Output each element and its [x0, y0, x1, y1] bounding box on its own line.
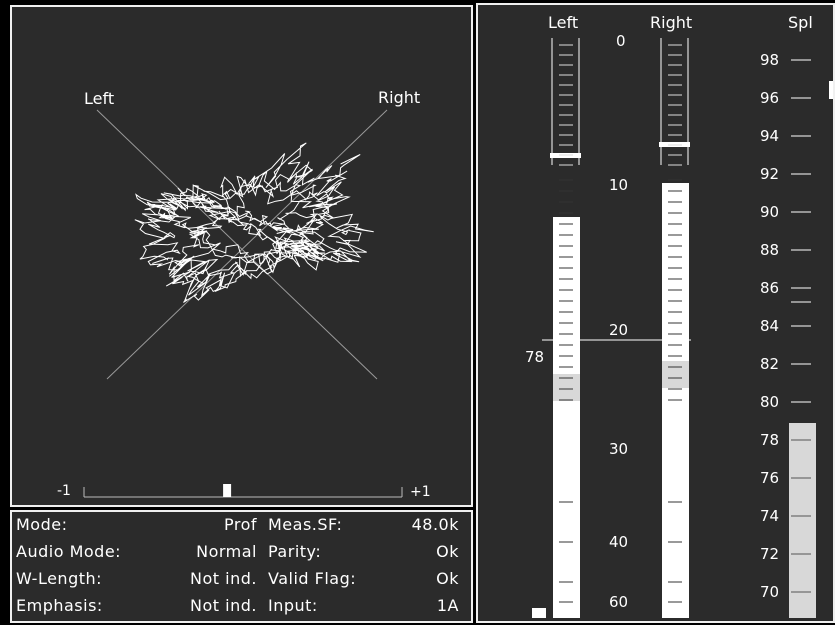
parity-label: Parity:	[268, 542, 322, 561]
balance-marker	[223, 484, 232, 497]
lissajous-trace	[134, 142, 374, 303]
right-meter-title: Right	[650, 13, 692, 32]
db-scale: 0 10 20 30 40 60	[609, 32, 628, 611]
status-row-word-length: W-Length: Not ind. Valid Flag: Ok	[12, 569, 471, 594]
spl-scale-label: 86	[760, 279, 779, 297]
spl-scale-label: 80	[760, 393, 779, 411]
left-axis-label: Left	[84, 89, 114, 108]
valid-flag-label: Valid Flag:	[268, 569, 357, 588]
spl-peak-marker	[829, 81, 835, 99]
spl-scale-label: 88	[760, 241, 779, 259]
spl-level-bar	[789, 423, 816, 618]
emphasis-label: Emphasis:	[16, 596, 103, 615]
left-meter	[532, 38, 581, 618]
db-scale-label: 60	[609, 593, 628, 611]
input-value: 1A	[436, 596, 459, 615]
spl-scale-label: 84	[760, 317, 779, 335]
left-meter-title: Left	[548, 13, 578, 32]
db-scale-label: 20	[609, 321, 628, 339]
spl-scale-label: 94	[760, 127, 779, 145]
spl-scale-label: 74	[760, 507, 779, 525]
spl-scale-label: 96	[760, 89, 779, 107]
goniometer-panel: Left Right -1 +1	[10, 5, 473, 507]
input-label: Input:	[268, 596, 318, 615]
status-panel: Mode: Prof Meas.SF: 48.0k Audio Mode: No…	[10, 510, 473, 623]
db-scale-label: 40	[609, 533, 628, 551]
valid-flag-value: Ok	[436, 569, 459, 588]
spl-scale-label: 70	[760, 583, 779, 601]
right-axis-label: Right	[378, 88, 420, 107]
spl-scale-label: 72	[760, 545, 779, 563]
spl-scale-label: 76	[760, 469, 779, 487]
left-level-bar	[553, 217, 580, 618]
left-overload-indicator	[532, 608, 546, 618]
right-meter	[659, 38, 690, 618]
mode-label: Mode:	[16, 515, 68, 534]
db-scale-label: 30	[609, 440, 628, 458]
spl-meter-title: Spl	[788, 13, 813, 32]
parity-value: Ok	[436, 542, 459, 561]
word-length-value: Not ind.	[190, 569, 257, 588]
spl-scale-label: 98	[760, 51, 779, 69]
scale-max-label: +1	[410, 484, 431, 500]
spl-scale-label: 90	[760, 203, 779, 221]
spl-scale-label: 78	[760, 431, 779, 449]
audio-mode-value: Normal	[196, 542, 257, 561]
word-length-label: W-Length:	[16, 569, 103, 588]
meas-sf-label: Meas.SF:	[268, 515, 343, 534]
db-scale-label: 0	[616, 32, 626, 50]
scale-min-label: -1	[57, 483, 71, 499]
status-row-emphasis: Emphasis: Not ind. Input: 1A	[12, 596, 471, 621]
meas-sf-value: 48.0k	[411, 515, 459, 534]
status-row-mode: Mode: Prof Meas.SF: 48.0k	[12, 515, 471, 540]
level-meters-panel: Left Right Spl 0 10 20 30 40	[476, 3, 835, 623]
reference-level-label: 78	[525, 348, 544, 366]
right-axis-line	[106, 109, 388, 380]
spl-scale-label: 92	[760, 165, 779, 183]
status-row-audio-mode: Audio Mode: Normal Parity: Ok	[12, 542, 471, 567]
db-scale-label: 10	[609, 176, 628, 194]
goniometer-display: Left Right -1 +1	[57, 88, 431, 500]
right-reference-highlight	[662, 361, 689, 388]
level-meters-display: Left Right Spl 0 10 20 30 40	[525, 13, 835, 618]
spl-scale-label: 82	[760, 355, 779, 373]
emphasis-value: Not ind.	[190, 596, 257, 615]
spl-meter: 98 96 94 92 90 88 86 84 82 80 78 76 74 72 70	[760, 51, 835, 618]
mode-value: Prof	[223, 515, 257, 534]
audio-mode-label: Audio Mode:	[16, 542, 122, 561]
